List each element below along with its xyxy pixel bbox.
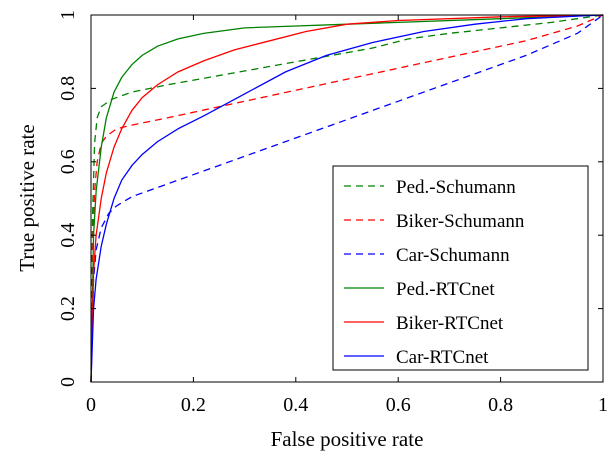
plot-frame: [90, 14, 604, 383]
legend-label: Ped.-RTCnet: [396, 279, 495, 300]
legend-label: Ped.-Schumann: [396, 177, 516, 198]
legend-label: Car-RTCnet: [396, 347, 489, 368]
y-tick-label: 0.2: [57, 296, 79, 321]
axis-tick-labels: 0 0.2 0.4 0.6 0.8 1 0 0.2 0.4 0.6 0.8 1: [57, 10, 608, 416]
legend-label: Biker-RTCnet: [396, 313, 504, 334]
y-tick-label: 0.4: [57, 223, 79, 248]
y-tick-label: 0.6: [57, 149, 79, 174]
x-axis-title: False positive rate: [271, 427, 424, 451]
x-tick-label: 1: [598, 394, 608, 416]
y-tick-label: 0: [57, 377, 79, 387]
plot-lines: [90, 14, 604, 383]
legend-box: [332, 165, 589, 371]
y-axis-title: True positive rate: [15, 124, 39, 271]
legend-items: Ped.-Schumann Biker-Schumann Car-Schumann P…: [344, 177, 525, 368]
axis-ticks: [90, 14, 604, 383]
legend-label: Biker-Schumann: [396, 211, 525, 232]
x-tick-label: 0.2: [181, 394, 206, 416]
series-line-1: [90, 14, 604, 383]
legend-label: Car-Schumann: [396, 245, 510, 266]
x-tick-label: 0: [86, 394, 96, 416]
series-line-0: [90, 14, 604, 383]
legend: Ped.-Schumann Biker-Schumann Car-Schumann P…: [332, 165, 589, 371]
y-tick-label: 0.8: [57, 76, 79, 101]
series-line-5: [90, 14, 604, 383]
series-line-4: [90, 14, 604, 383]
series-line-2: [90, 14, 604, 383]
x-tick-label: 0.4: [283, 394, 308, 416]
y-tick-label: 1: [57, 10, 79, 20]
x-tick-label: 0.8: [488, 394, 513, 416]
x-tick-label: 0.6: [386, 394, 411, 416]
